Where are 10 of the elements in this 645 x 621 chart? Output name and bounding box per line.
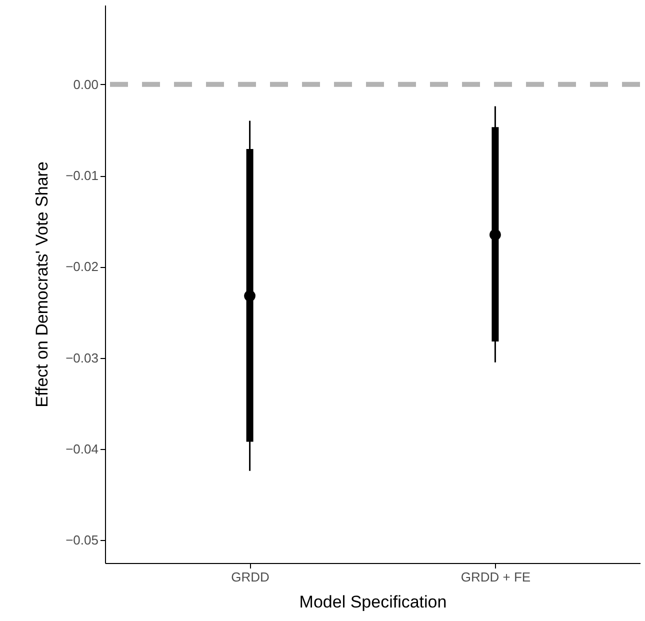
y-tick-label: −0.03 bbox=[66, 350, 98, 366]
y-tick-label: −0.01 bbox=[66, 168, 98, 183]
y-tick-label: −0.05 bbox=[66, 532, 98, 548]
y-tick-label: 0.00 bbox=[73, 76, 98, 92]
y-axis-title: Effect on Democrats' Vote Share bbox=[32, 162, 52, 408]
x-tick-label: GRDD bbox=[231, 570, 270, 584]
x-axis-title: Model Specification bbox=[299, 592, 447, 612]
y-tick-label: −0.02 bbox=[66, 259, 98, 274]
x-tick-label: GRDD + FE bbox=[460, 570, 531, 584]
y-tick-label: −0.04 bbox=[66, 442, 98, 457]
